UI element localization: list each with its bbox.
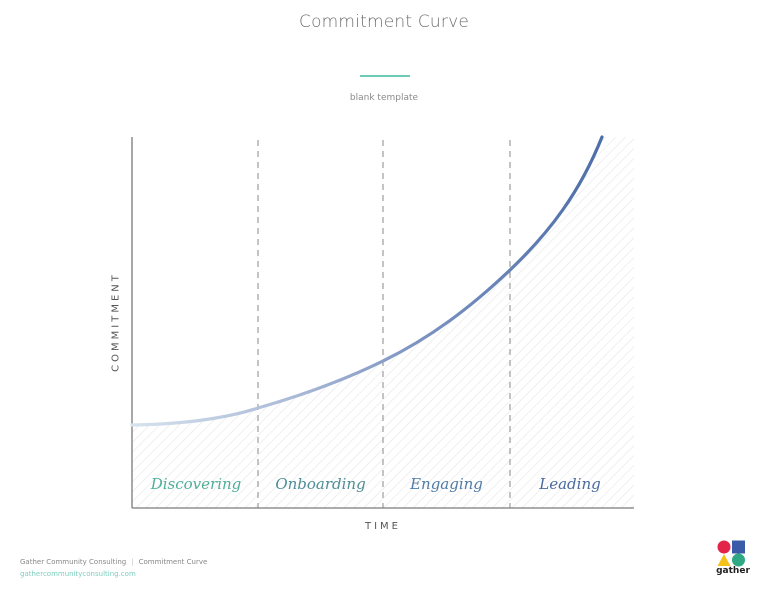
gather-logo: gather bbox=[716, 540, 750, 580]
footer-separator: | bbox=[131, 558, 134, 566]
logo-wordmark: gather bbox=[716, 566, 750, 576]
green-circle-icon bbox=[732, 553, 745, 567]
x-axis-label: TIME bbox=[364, 521, 401, 532]
page-title: Commitment Curve bbox=[299, 12, 469, 32]
logo-shapes-icon bbox=[717, 540, 745, 567]
footer-doc-title: Commitment Curve bbox=[138, 558, 208, 566]
footer-url[interactable]: gathercommunityconsulting.com bbox=[20, 570, 136, 578]
title-underline bbox=[360, 75, 410, 77]
stage-label-discovering: Discovering bbox=[150, 475, 242, 493]
footer-company: Gather Community Consulting bbox=[20, 558, 127, 566]
red-circle-icon bbox=[717, 540, 731, 554]
y-axis-label: COMMITMENT bbox=[110, 272, 122, 372]
stage-label-onboarding: Onboarding bbox=[275, 475, 366, 493]
footer: Gather Community Consulting | Commitment C… bbox=[20, 556, 207, 580]
commitment-curve bbox=[130, 135, 604, 427]
stage-label-leading: Leading bbox=[539, 475, 601, 493]
blue-square-icon bbox=[732, 540, 745, 554]
yellow-triangle-icon bbox=[717, 554, 731, 566]
stage-label-engaging: Engaging bbox=[410, 475, 483, 493]
page-subtitle: blank template bbox=[349, 93, 419, 103]
